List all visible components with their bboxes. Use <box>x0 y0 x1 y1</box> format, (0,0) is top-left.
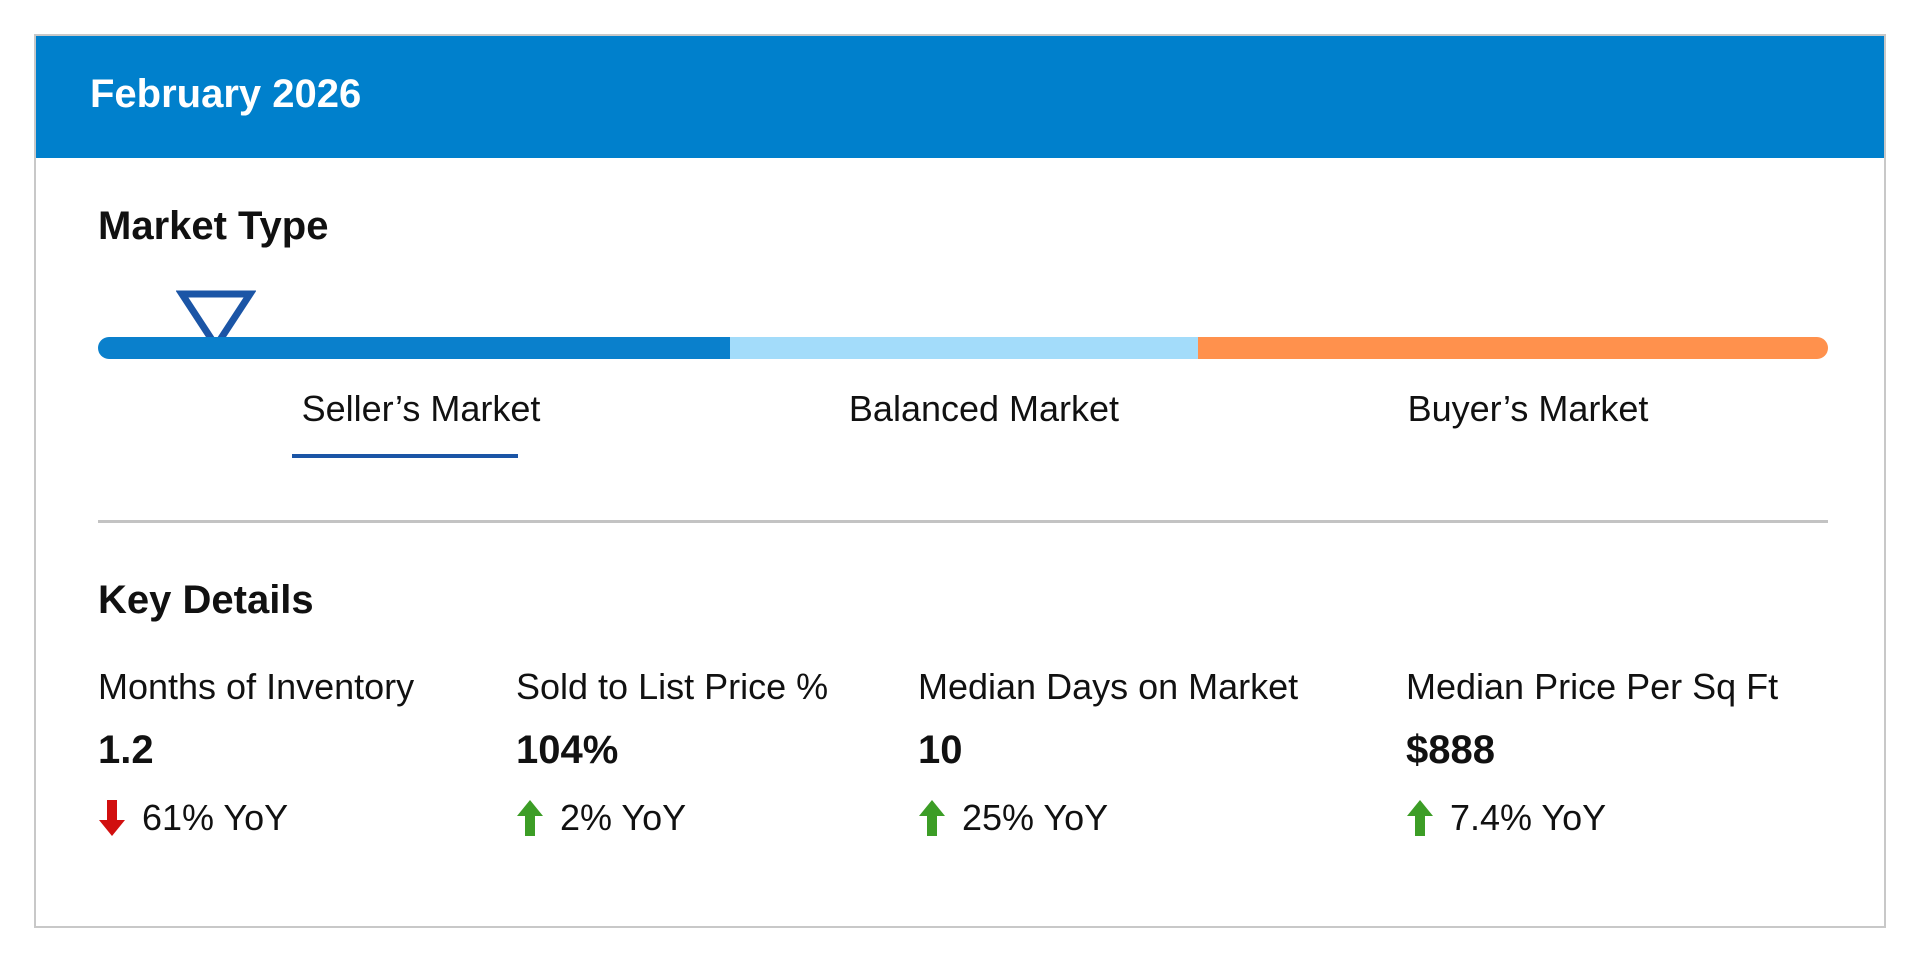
balanced-market-segment <box>730 337 1198 359</box>
metric-change-text: 2% YoY <box>560 797 687 838</box>
arrow-up-icon <box>517 800 543 836</box>
arrow-up-icon <box>1407 800 1433 836</box>
metric-label: Sold to List Price % <box>516 666 829 707</box>
metric-change-text: 7.4% YoY <box>1450 797 1607 838</box>
metric-change: 2% YoY <box>516 794 956 842</box>
metric-label: Months of Inventory <box>98 666 415 707</box>
balanced-market-label: Balanced Market <box>848 388 1120 429</box>
metric-change: 25% YoY <box>918 794 1358 842</box>
metric-change-text: 25% YoY <box>962 797 1109 838</box>
market-indicator-icon <box>176 290 256 352</box>
buyer-market-label: Buyer’s Market <box>1407 388 1649 429</box>
metric-sold-to-list-price: Sold to List Price % 104% 2% YoY <box>516 666 956 842</box>
metric-months-of-inventory: Months of Inventory 1.2 61% YoY <box>98 666 538 842</box>
active-market-underline <box>292 454 518 458</box>
buyer-market-segment <box>1198 337 1828 359</box>
seller-market-segment <box>98 337 730 359</box>
key-details-heading: Key Details <box>98 578 314 622</box>
metric-value: 1.2 <box>98 728 154 772</box>
metric-value: 104% <box>516 728 619 772</box>
report-header: February 2026 <box>36 36 1884 158</box>
metric-label: Median Price Per Sq Ft <box>1406 666 1779 707</box>
seller-market-label: Seller’s Market <box>301 388 541 429</box>
metric-median-price-per-sq-ft: Median Price Per Sq Ft $888 7.4% YoY <box>1406 666 1846 842</box>
market-type-scale <box>98 337 1828 359</box>
market-report-card: February 2026 Market Type Seller’s Marke… <box>34 34 1886 928</box>
report-month-title: February 2026 <box>90 72 362 116</box>
metric-value: 10 <box>918 728 963 772</box>
metric-median-days-on-market: Median Days on Market 10 25% YoY <box>918 666 1358 842</box>
metric-value: $888 <box>1406 728 1495 772</box>
section-divider <box>98 520 1828 523</box>
market-type-heading: Market Type <box>98 204 329 248</box>
metric-label: Median Days on Market <box>918 666 1299 707</box>
arrow-up-icon <box>919 800 945 836</box>
metric-change: 61% YoY <box>98 794 538 842</box>
metric-change: 7.4% YoY <box>1406 794 1846 842</box>
arrow-down-icon <box>99 800 125 836</box>
metric-change-text: 61% YoY <box>142 797 289 838</box>
